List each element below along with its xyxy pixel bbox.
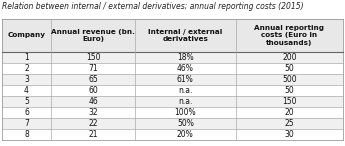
Text: Annual reporting
costs (Euro in
thousands): Annual reporting costs (Euro in thousand… xyxy=(255,25,325,46)
Text: 4: 4 xyxy=(24,86,29,95)
Text: 50: 50 xyxy=(285,86,294,95)
Text: 500: 500 xyxy=(282,75,297,84)
Text: Company: Company xyxy=(8,32,46,38)
Text: 20: 20 xyxy=(285,108,294,117)
Text: Relation between internal / external derivatives; annual reporting costs (2015): Relation between internal / external der… xyxy=(2,2,303,11)
Text: Internal / external
derivatives: Internal / external derivatives xyxy=(148,29,223,42)
Bar xyxy=(2,107,343,118)
Text: 50%: 50% xyxy=(177,119,194,128)
Text: 22: 22 xyxy=(88,119,98,128)
Text: 8: 8 xyxy=(24,130,29,139)
Bar xyxy=(2,118,343,129)
Text: 46%: 46% xyxy=(177,64,194,73)
Text: 21: 21 xyxy=(88,130,98,139)
Text: 18%: 18% xyxy=(177,53,194,62)
Text: 46: 46 xyxy=(88,97,98,106)
Bar xyxy=(2,19,343,52)
Text: 1: 1 xyxy=(24,53,29,62)
Bar xyxy=(2,63,343,74)
Text: 71: 71 xyxy=(88,64,98,73)
Text: 150: 150 xyxy=(86,53,100,62)
Text: n.a.: n.a. xyxy=(178,97,193,106)
Text: 25: 25 xyxy=(285,119,294,128)
Text: 5: 5 xyxy=(24,97,29,106)
Text: Annual revenue (bn.
Euro): Annual revenue (bn. Euro) xyxy=(51,29,135,42)
Text: 50: 50 xyxy=(285,64,294,73)
Bar xyxy=(2,129,343,140)
Text: 32: 32 xyxy=(88,108,98,117)
Bar xyxy=(2,96,343,107)
Text: 30: 30 xyxy=(285,130,294,139)
Text: 2: 2 xyxy=(24,64,29,73)
Bar xyxy=(2,74,343,85)
Bar xyxy=(2,52,343,63)
Text: 20%: 20% xyxy=(177,130,194,139)
Text: 100%: 100% xyxy=(175,108,196,117)
Bar xyxy=(2,85,343,96)
Text: 150: 150 xyxy=(282,97,297,106)
Text: 60: 60 xyxy=(88,86,98,95)
Text: 3: 3 xyxy=(24,75,29,84)
Text: 61%: 61% xyxy=(177,75,194,84)
Text: 7: 7 xyxy=(24,119,29,128)
Text: 65: 65 xyxy=(88,75,98,84)
Text: 200: 200 xyxy=(282,53,297,62)
Text: n.a.: n.a. xyxy=(178,86,193,95)
Text: 6: 6 xyxy=(24,108,29,117)
